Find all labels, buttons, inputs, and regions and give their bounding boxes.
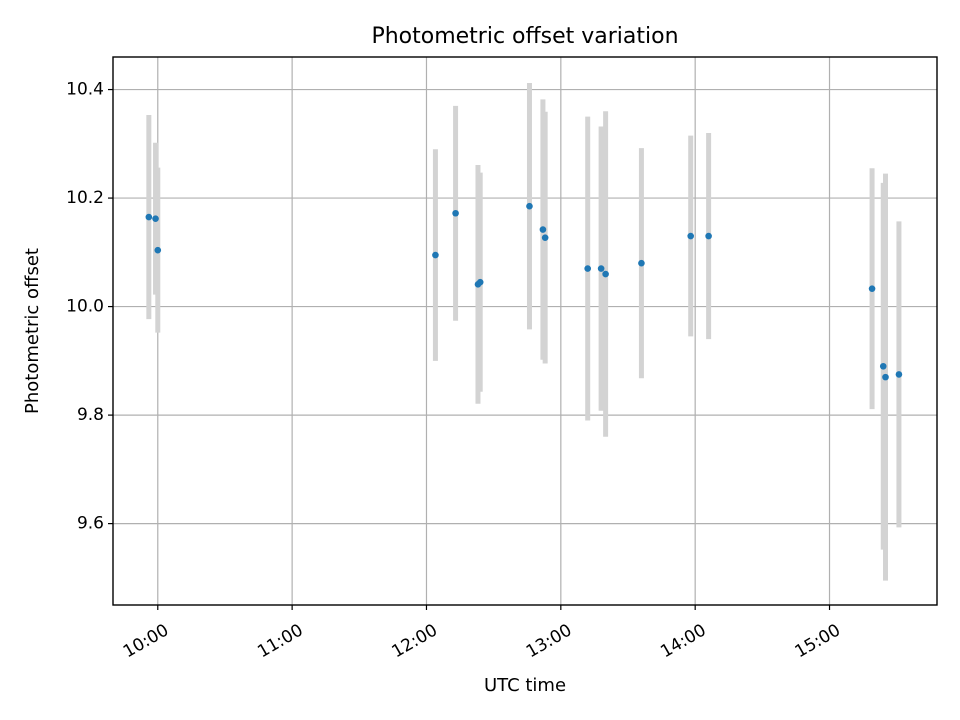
- data-point: [868, 285, 876, 292]
- grid-layer: [113, 57, 937, 605]
- x-axis-label: UTC time: [484, 675, 566, 696]
- data-point: [597, 265, 605, 272]
- y-tick-label: 10.4: [66, 80, 104, 100]
- data-point: [154, 246, 162, 254]
- data-point: [541, 234, 549, 241]
- y-axis-label: Photometric offset: [22, 248, 43, 414]
- data-point: [687, 232, 694, 240]
- data-point: [432, 251, 439, 259]
- data-point: [638, 259, 645, 267]
- data-point: [705, 232, 712, 240]
- errorbar-layer: [146, 83, 902, 581]
- point-layer: [145, 202, 903, 381]
- y-tick-label: 9.8: [77, 405, 104, 425]
- x-tick-label: 12:00: [389, 620, 441, 662]
- data-point: [879, 362, 887, 370]
- plot-frame: [112, 56, 938, 606]
- data-point: [895, 371, 903, 378]
- x-tick-label: 14:00: [657, 620, 709, 662]
- x-tick-label: 13:00: [523, 620, 575, 662]
- data-point: [152, 215, 159, 222]
- data-point: [476, 278, 484, 286]
- x-tick-label: 15:00: [792, 620, 844, 662]
- y-tick-label: 10.0: [66, 297, 104, 317]
- data-point: [145, 213, 153, 221]
- y-tick-label: 10.2: [66, 188, 104, 208]
- chart-title: Photometric offset variation: [371, 24, 678, 49]
- data-point: [526, 202, 533, 210]
- data-point: [539, 226, 547, 233]
- y-tick-label: 9.6: [77, 514, 104, 534]
- data-point: [602, 270, 609, 278]
- data-point: [452, 209, 459, 217]
- x-tick-label: 11:00: [254, 620, 306, 662]
- data-point: [584, 265, 591, 272]
- data-point: [882, 373, 889, 381]
- x-tick-label: 10:00: [120, 620, 172, 662]
